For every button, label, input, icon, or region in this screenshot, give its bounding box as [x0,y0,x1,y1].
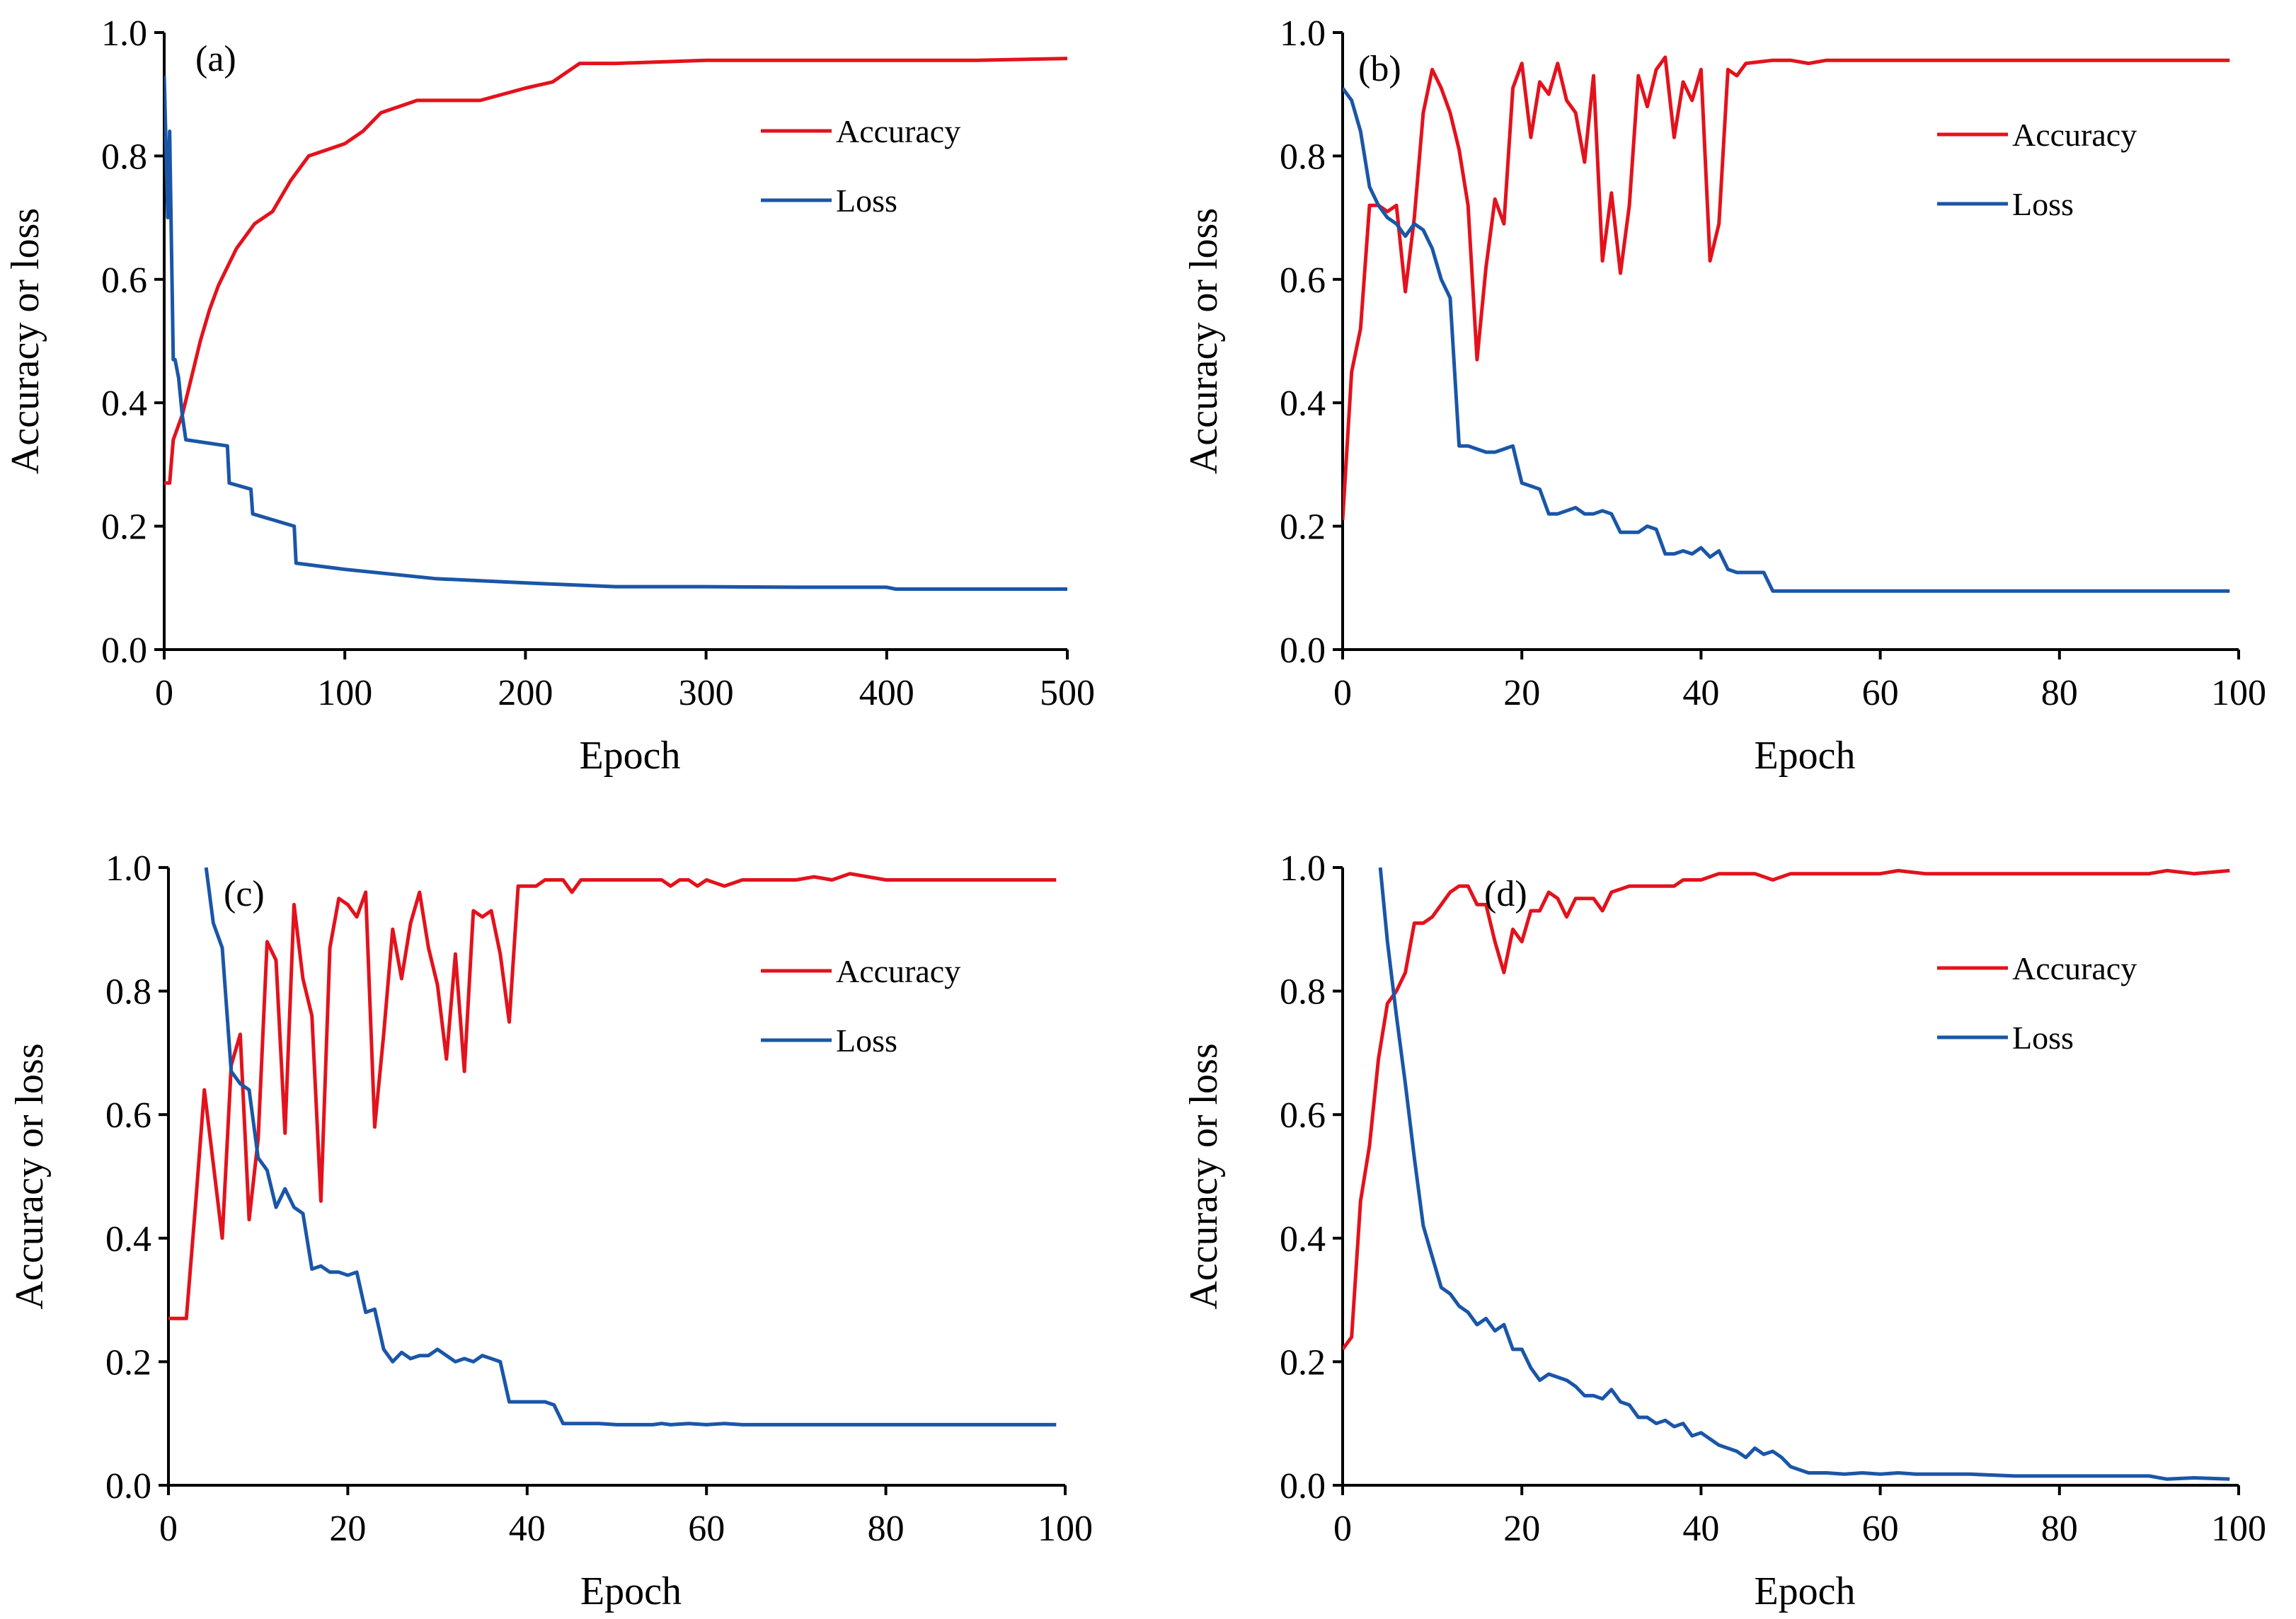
panel-label: (b) [1358,49,1401,89]
y-tick-label: 0.6 [1280,1095,1326,1136]
x-tick-label: 100 [1038,1509,1093,1549]
y-tick-label: 0.4 [1280,384,1326,424]
x-tick-label: 100 [2211,673,2266,713]
y-tick-label: 0.4 [101,384,147,424]
x-tick-label: 40 [509,1509,546,1549]
x-tick-label: 20 [1503,673,1540,713]
y-tick-label: 0.6 [105,1095,151,1136]
x-tick-label: 60 [1862,1509,1899,1549]
legend-label-loss: Loss [836,183,897,219]
y-axis-title: Accuracy or loss [1182,208,1226,474]
y-tick-label: 0.8 [1280,972,1326,1013]
series-line-accuracy [164,57,1068,485]
x-axis-title: Epoch [579,734,680,778]
y-tick-label: 0.0 [101,630,147,671]
series-line-accuracy [1343,55,2230,521]
y-tick-label: 0.0 [1280,630,1326,671]
x-tick-label: 60 [1862,673,1899,713]
x-tick-label: 20 [1503,1509,1540,1549]
panel-label: (a) [195,39,236,79]
y-tick-label: 0.2 [1280,1342,1326,1383]
x-tick-label: 80 [2041,1509,2078,1549]
legend: Accuracy Loss [761,113,960,219]
x-tick-label: 80 [868,1509,905,1549]
x-tick-label: 80 [2041,673,2078,713]
y-tick-label: 0.0 [1280,1466,1326,1506]
panel-4: 0.0 0.2 0.4 0.6 0.8 1.0 0 20 40 60 80 100 Epoch Accur… [1182,848,2266,1613]
x-tick-label: 400 [859,673,914,713]
y-tick-label: 1.0 [101,13,147,54]
y-tick-label: 0.2 [1280,507,1326,548]
y-tick-label: 1.0 [1280,848,1326,889]
y-tick-label: 0.8 [105,972,151,1013]
panel-1: 0.0 0.2 0.4 0.6 0.8 1.0 0 100 200 300 400 500 Epoch A… [4,13,1095,778]
legend-label-accuracy: Accuracy [2012,950,2137,986]
legend-label-accuracy: Accuracy [836,953,960,989]
x-tick-label: 100 [317,673,372,713]
y-tick-label: 1.0 [1280,13,1326,54]
panel-3: 0.0 0.2 0.4 0.6 0.8 1.0 0 20 40 60 80 100 Epoch Accur… [8,848,1093,1613]
y-tick-label: 0.0 [105,1466,151,1506]
legend-label-loss: Loss [2012,186,2074,222]
y-tick-label: 1.0 [105,848,151,889]
x-tick-label: 0 [1333,1509,1352,1549]
y-tick-label: 0.4 [1280,1219,1326,1260]
series-line-loss [1343,87,2230,593]
legend: Accuracy Loss [1937,950,2137,1056]
panel-2: 0.0 0.2 0.4 0.6 0.8 1.0 0 20 40 60 80 100 Epoch Accur… [1182,13,2266,778]
y-tick-label: 0.6 [101,260,147,301]
y-tick-label: 0.8 [1280,137,1326,177]
x-tick-label: 0 [1333,673,1352,713]
x-tick-label: 300 [679,673,734,713]
x-tick-label: 0 [155,673,173,713]
y-tick-label: 0.4 [105,1219,151,1260]
x-axis-title: Epoch [580,1569,682,1613]
legend: Accuracy Loss [761,953,960,1059]
x-tick-label: 60 [688,1509,725,1549]
y-axis-title: Accuracy or loss [8,1043,52,1309]
y-tick-label: 0.2 [101,507,147,548]
series-line-loss [164,75,1067,591]
x-tick-label: 0 [159,1509,178,1549]
x-tick-label: 40 [1682,1509,1719,1549]
y-axis-title: Accuracy or loss [1182,1043,1226,1309]
legend-label-accuracy: Accuracy [836,113,960,149]
x-tick-label: 40 [1682,673,1719,713]
x-tick-label: 20 [329,1509,366,1549]
series-line-accuracy [1343,868,2230,1351]
series-line-loss [204,867,1057,1427]
legend-label-loss: Loss [2012,1020,2074,1056]
series-line-loss [1378,867,2230,1481]
x-tick-label: 200 [498,673,553,713]
y-tick-label: 0.6 [1280,260,1326,301]
y-tick-label: 0.2 [105,1342,151,1383]
legend-label-loss: Loss [836,1022,897,1059]
panel-label: (d) [1484,874,1527,914]
x-axis-title: Epoch [1754,1569,1855,1613]
x-tick-label: 500 [1040,673,1095,713]
x-tick-label: 100 [2211,1509,2266,1549]
legend-label-accuracy: Accuracy [2012,117,2137,153]
y-axis-title: Accuracy or loss [4,208,47,474]
legend: Accuracy Loss [1937,117,2137,222]
series-line-accuracy [168,872,1057,1320]
x-axis-title: Epoch [1754,734,1855,778]
y-tick-label: 0.8 [101,137,147,177]
panel-label: (c) [224,874,265,914]
